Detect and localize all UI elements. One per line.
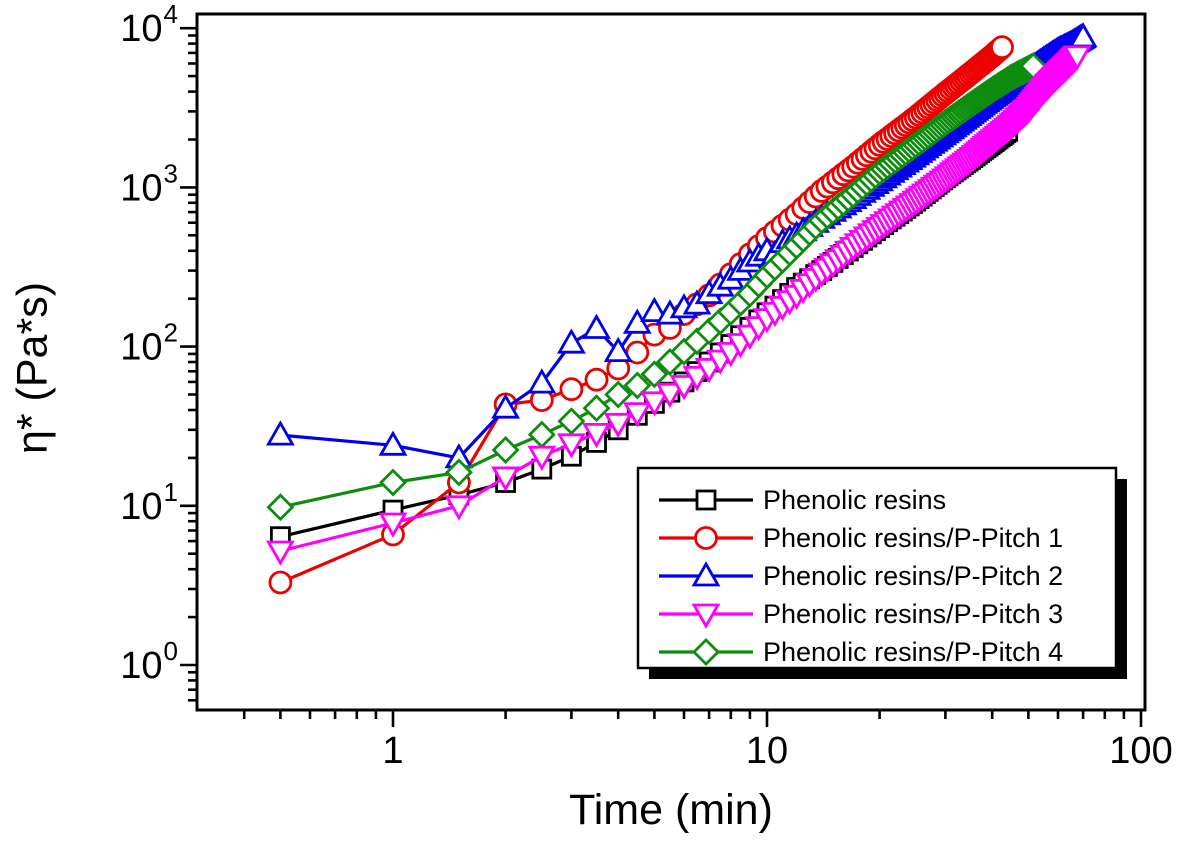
legend-entry-2: Phenolic resins/P-Pitch 2 — [659, 561, 1063, 591]
legend-label-0: Phenolic resins — [763, 485, 946, 515]
x-tick-label-1: 10 — [746, 730, 788, 772]
legend-entry-0: Phenolic resins — [659, 485, 946, 515]
legend-label-4: Phenolic resins/P-Pitch 4 — [763, 637, 1063, 667]
y-tick-label-1: 101 — [120, 477, 178, 528]
y-tick-label-3: 103 — [120, 158, 178, 209]
y-tick-label-4: 104 — [120, 0, 178, 50]
tick-labels: 1 10 100 100 101 102 103 104 — [120, 0, 1172, 772]
series-phenolic-resins-p-pitch-3 — [265, 45, 1092, 566]
legend-entry-3: Phenolic resins/P-Pitch 3 — [659, 599, 1063, 629]
legend-entry-1: Phenolic resins/P-Pitch 1 — [659, 523, 1063, 553]
legend-label-3: Phenolic resins/P-Pitch 3 — [763, 599, 1063, 629]
plot-frame — [195, 12, 1147, 712]
x-tick-label-2: 100 — [1109, 730, 1172, 772]
legend-label-2: Phenolic resins/P-Pitch 2 — [763, 561, 1063, 591]
legend-label-1: Phenolic resins/P-Pitch 1 — [763, 523, 1063, 553]
x-axis-title: Time (min) — [569, 786, 773, 834]
x-tick-label-0: 1 — [382, 730, 403, 772]
y-tick-label-0: 100 — [120, 636, 178, 687]
y-axis-title: η* (Pa*s) — [8, 281, 57, 455]
legend: Phenolic resins Phenolic resins/P-Pitch 1… — [636, 466, 1127, 679]
legend-entry-4: Phenolic resins/P-Pitch 4 — [659, 637, 1063, 667]
y-tick-label-2: 102 — [120, 318, 178, 369]
series-phenolic-resins-p-pitch-4 — [266, 52, 1048, 522]
